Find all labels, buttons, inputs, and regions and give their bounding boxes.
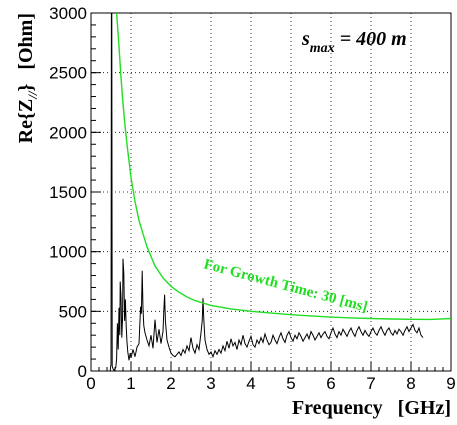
x-tick-label: 4 (246, 374, 255, 393)
x-axis-label: Frequency [GHz] (292, 397, 451, 419)
y-tick-label: 0 (78, 362, 87, 381)
growth-time-threshold-line (115, 12, 452, 321)
y-tick-label: 2500 (49, 64, 87, 83)
grid (91, 13, 451, 371)
y-tick-label: 1500 (49, 183, 87, 202)
x-tick-label: 7 (366, 374, 375, 393)
impedance-series-line (109, 12, 424, 372)
x-tick-label: 1 (126, 374, 135, 393)
x-tick-label: 2 (166, 374, 175, 393)
y-label-close: } (15, 84, 37, 92)
y-label-unit: [Ohm] (15, 13, 37, 70)
x-tick-label: 6 (326, 374, 335, 393)
growth-time-curve-label: For Growth Time: 30 [ms] (202, 256, 369, 315)
series-layer (109, 12, 452, 372)
smax-subscript: max (310, 41, 335, 56)
x-tick-label: 9 (446, 374, 455, 393)
y-tick-label: 3000 (49, 4, 87, 23)
smax-annotation: smax = 400 m (301, 28, 407, 56)
smax-suffix: = 400 m (335, 28, 407, 50)
y-label-subscript: // (25, 90, 40, 100)
axis-ticks (90, 12, 452, 372)
tick-labels: 0 1 2 3 4 5 6 7 8 9 0 500 1000 1500 2000 2500 3000 (49, 4, 456, 393)
y-axis-label: Re{Z//} [Ohm] (15, 13, 40, 143)
y-label-main: Re{Z (15, 99, 37, 144)
y-tick-label: 1000 (49, 243, 87, 262)
y-tick-label: 500 (59, 302, 87, 321)
smax-prefix: s (301, 28, 310, 50)
y-tick-label: 2000 (49, 123, 87, 142)
x-tick-label: 5 (286, 374, 295, 393)
x-tick-label: 3 (206, 374, 215, 393)
x-tick-label: 8 (406, 374, 415, 393)
x-tick-label: 0 (86, 374, 95, 393)
